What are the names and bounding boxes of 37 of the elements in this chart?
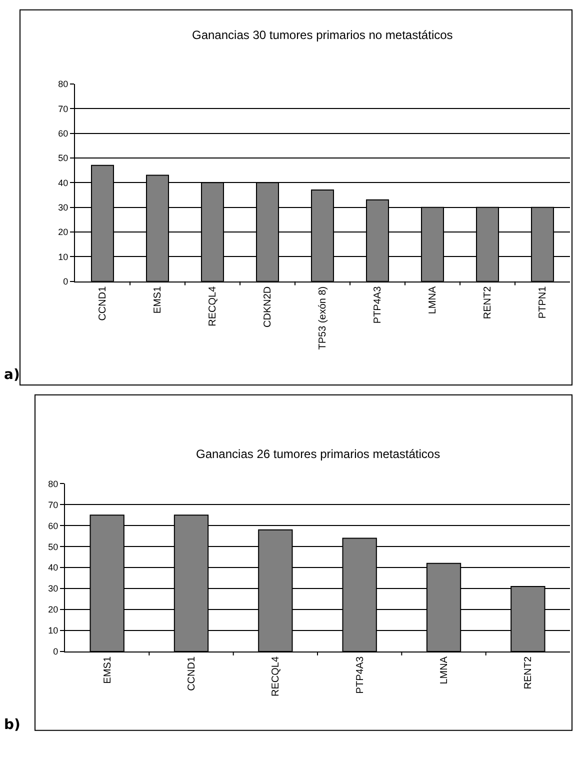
y-tick-label: 10 [58, 252, 68, 262]
chart-title: Ganancias 30 tumores primarios no metastáticos [192, 28, 453, 42]
y-tick-label: 80 [58, 79, 68, 90]
y-tick-label: 0 [53, 646, 58, 657]
y-tick-label: 80 [48, 478, 58, 489]
chart-title: Ganancias 26 tumores primarios metastáticos [196, 447, 440, 461]
y-tick-label: 60 [58, 128, 68, 138]
x-tick-label: RECQL4 [270, 656, 282, 696]
x-tick-label: EMS1 [152, 286, 164, 314]
y-tick-label: 10 [48, 626, 58, 636]
x-tick-label: TP53 (exón 8) [318, 286, 329, 350]
y-tick-label: 20 [48, 604, 58, 615]
y-tick-label: 50 [48, 542, 58, 552]
x-tick-label: PTP4A3 [372, 286, 384, 324]
x-tick-label: RENT2 [482, 286, 494, 320]
y-tick-label: 0 [63, 276, 68, 286]
y-tick-label: 30 [58, 202, 68, 212]
y-tick-label: 70 [48, 500, 58, 510]
x-tick-label: PTP4A3 [354, 656, 366, 694]
x-tick-label: CCND1 [98, 286, 109, 321]
x-tick-label: RECQL4 [208, 286, 219, 326]
x-tick-label: RENT2 [523, 656, 534, 690]
y-tick-label: 60 [48, 520, 58, 531]
y-tick-label: 30 [48, 584, 58, 594]
x-tick-label: LMNA [428, 286, 439, 314]
y-tick-label: 70 [58, 104, 68, 114]
y-tick-label: 50 [58, 153, 68, 164]
text: b) [4, 717, 20, 733]
text: a) [4, 367, 20, 383]
x-tick-label: CDKN2D [262, 286, 274, 328]
y-tick-label: 20 [58, 227, 68, 238]
y-tick-label: 40 [58, 178, 68, 188]
x-tick-label: PTPN1 [538, 286, 549, 319]
x-tick-label: LMNA [439, 656, 450, 684]
y-tick-label: 40 [48, 562, 58, 573]
x-tick-label: CCND1 [186, 656, 198, 691]
x-tick-label: EMS1 [102, 656, 114, 684]
